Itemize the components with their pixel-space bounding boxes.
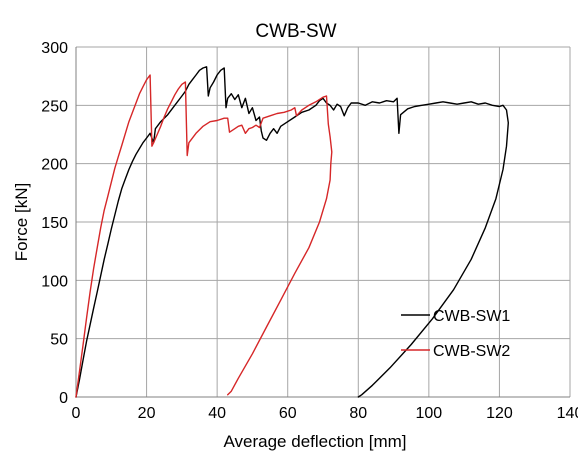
- x-tick-label: 140: [557, 405, 578, 422]
- x-tick-label: 20: [138, 405, 156, 422]
- y-tick-label: 300: [41, 40, 68, 57]
- x-tick-label: 80: [349, 405, 367, 422]
- x-axis-title: Average deflection [mm]: [224, 432, 407, 451]
- series-line-cwb-sw2: [75, 74, 333, 398]
- x-tick-label: 100: [416, 405, 443, 422]
- series-layer: [75, 66, 509, 398]
- y-tick-label: 100: [41, 273, 68, 290]
- x-tick-label: 0: [72, 405, 81, 422]
- x-tick-label: 40: [208, 405, 226, 422]
- legend: CWB-SW1 CWB-SW2: [401, 308, 510, 360]
- legend-label-cwb-sw2: CWB-SW2: [433, 343, 510, 360]
- legend-label-cwb-sw1: CWB-SW1: [433, 308, 510, 325]
- x-tick-label: 120: [486, 405, 513, 422]
- y-tick-label: 250: [41, 98, 68, 115]
- tick-label-layer: 0 20 40 60 80 100 120 140 0 50 100 150 200 250 300: [41, 40, 578, 422]
- y-tick-label: 0: [59, 390, 68, 407]
- chart-title: CWB-SW: [255, 21, 336, 42]
- y-tick-label: 50: [50, 332, 68, 349]
- y-tick-label: 200: [41, 157, 68, 174]
- axis-layer: [75, 47, 570, 398]
- series-line-cwb-sw1: [75, 66, 509, 398]
- y-tick-label: 150: [41, 215, 68, 232]
- y-axis-title: Force [kN]: [12, 183, 31, 261]
- x-tick-label: 60: [279, 405, 297, 422]
